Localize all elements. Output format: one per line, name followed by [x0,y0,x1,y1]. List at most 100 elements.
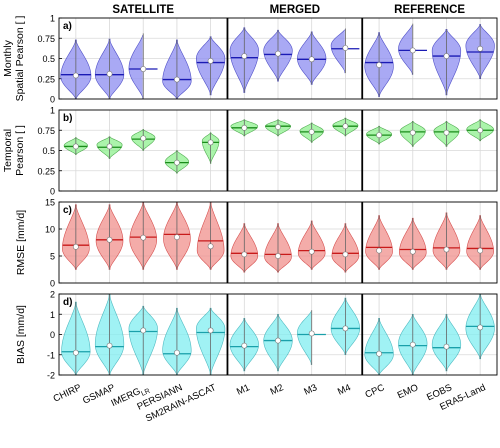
violin-M3 [297,220,326,270]
violin-GSMAP [95,204,124,270]
y-tick-label: -2 [47,371,55,381]
panel-label: c) [63,205,72,216]
violin-median-point [308,128,315,135]
panel-label: d) [63,297,72,308]
group-title-reference: REFERENCE [394,4,465,16]
violin-EOBS [431,29,462,96]
y-tick-label: 1 [50,14,55,24]
violin-median-point [443,246,450,253]
violin-PERSIANN [162,39,192,99]
panel-a: 0 0.25 0.5 0.75 1 a) Monthly Spatial Pearson [ … [2,14,498,105]
violin-median-point [174,76,180,83]
panels: 0 0.25 0.5 0.75 1 a) Monthly Spatial Pearson [ … [2,14,498,381]
panel-frame [58,109,498,192]
violin-CPC [365,215,393,270]
x-tick-label: CPC [364,382,387,401]
violin-median-point [207,58,214,64]
violin-M4 [330,28,360,74]
panel-c: 0 5 10 15 c) RMSE [mm/d] [15,198,498,289]
violin-median-point [106,143,113,150]
violin-median-point [72,143,79,150]
violin-median-point [477,324,484,331]
y-tick-label: 5 [50,252,55,262]
group-title-satellite: SATELLITE [112,4,174,16]
group-title-merged: MERGED [270,4,320,16]
violin-M3 [297,31,327,85]
violin-SM2RAIN-ASCAT [196,202,225,270]
violin-EMO [399,121,426,147]
violin-median-point [409,47,416,54]
violin-median-point [308,56,315,63]
violin-ERA5-Land [465,294,495,360]
violin-M1 [229,318,259,372]
violin-median-point [241,342,248,349]
violin-EOBS [431,313,462,372]
violin-median-point [443,129,450,136]
violin-CPC [364,318,394,375]
panel-b: 0 0.25 0.5 0.75 1 b) Temporal Pearson [ ] [2,106,498,197]
y-tick-label: 1 [50,310,55,320]
violin-M2 [263,29,293,82]
violin-median-point [275,253,281,259]
panel-frame [58,293,498,376]
violin-median-point [443,53,450,59]
panel-frame [58,201,498,284]
violin-IMERG_LR [131,129,156,151]
violin-SM2RAIN-ASCAT [201,132,220,164]
violin-IMERG_LR [128,33,158,99]
violin-EOBS [432,212,461,270]
violin-CHIRP [62,204,90,270]
y-axis-label: Monthly [2,39,14,77]
violin-body [330,29,346,74]
violin-SM2RAIN-ASCAT [195,36,226,96]
violin-M4 [330,297,360,356]
violin-IMERG_LR [128,305,158,375]
y-tick-label: 0.25 [37,166,55,176]
violin-median-point [409,248,416,255]
y-tick-label: 0 [50,187,55,197]
y-tick-label: 0.75 [37,126,55,136]
violin-CHIRP [60,39,92,99]
violin-median-point [342,325,349,332]
violin-median-point [106,342,113,349]
violin-median-point [72,243,79,250]
violin-median-point [376,132,382,139]
violin-median-point [207,139,214,146]
violin-PERSIANN [162,307,192,375]
violin-PERSIANN [164,150,190,174]
violin-GSMAP [96,136,123,159]
violins [63,117,494,174]
violins [60,23,495,99]
violin-median-point [174,159,180,166]
violin-EMO [398,23,427,75]
violin-median-point [174,349,180,356]
panel-label: b) [63,113,72,124]
violin-M2 [264,223,292,273]
violin-median-point [241,53,248,59]
y-tick-label: 0.75 [37,34,55,44]
violin-M4 [332,117,359,137]
violin-median-point [477,127,484,134]
y-tick-label: 10 [45,225,55,235]
violin-EOBS [433,121,460,147]
x-tick-label: M2 [269,382,286,398]
y-axis-label: RMSE [mm/d] [15,210,27,275]
violin-CHIRP [63,137,88,155]
violin-median-point [275,50,281,57]
x-tick-label: M1 [235,382,252,398]
violins [61,294,495,375]
y-tick-label: 2 [50,290,55,300]
violin-median-point [342,123,349,130]
violins [62,202,494,273]
y-tick-label: 0.5 [42,54,55,64]
violin-median-point [140,135,147,142]
panel-frame [58,17,498,100]
violin-median-point [174,234,180,240]
violin-median-point [241,251,248,258]
violin-median-point [241,124,248,131]
violin-body [297,311,312,365]
violin-median-point [409,129,416,136]
violin-EMO [398,313,428,375]
y-tick-label: 15 [45,198,55,208]
x-tick-label: EMO [396,382,420,401]
